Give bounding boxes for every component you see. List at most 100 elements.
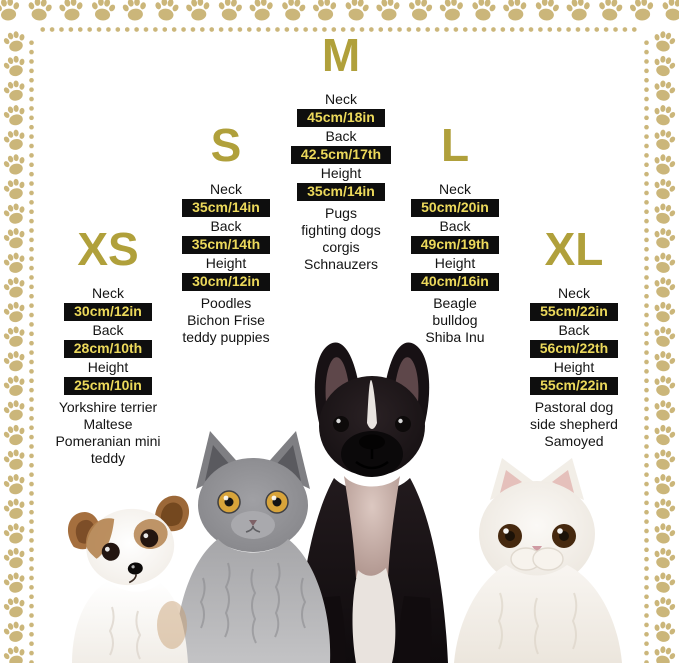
paw-icon bbox=[1, 422, 29, 448]
height-measurement-value: 40cm/16in bbox=[411, 273, 499, 291]
breed-name: Pomeranian mini bbox=[55, 433, 161, 449]
height-measurement-value: 35cm/14in bbox=[297, 183, 385, 201]
paw-icon bbox=[1, 397, 29, 423]
paw-icon bbox=[650, 619, 678, 645]
paw-icon bbox=[650, 201, 678, 227]
neck-measurement-value: 45cm/18in bbox=[297, 109, 385, 127]
paw-icon bbox=[533, 0, 561, 22]
paw-icon bbox=[342, 0, 371, 22]
paw-icon bbox=[650, 348, 678, 374]
breed-name: Shiba Inu bbox=[425, 329, 485, 345]
paw-icon bbox=[650, 127, 678, 153]
size-title: XL bbox=[544, 223, 604, 275]
paw-icon bbox=[650, 151, 678, 177]
dotted-border-left bbox=[29, 38, 34, 663]
paw-icon bbox=[650, 373, 678, 399]
paw-icon bbox=[1, 151, 29, 177]
breed-name: Poodles bbox=[200, 295, 252, 311]
paw-icon bbox=[650, 545, 678, 571]
paw-icon bbox=[627, 0, 656, 22]
paw-icon bbox=[650, 28, 678, 54]
dotted-border-top bbox=[38, 27, 638, 32]
paw-icon bbox=[1, 78, 29, 104]
height-label: Height bbox=[553, 359, 595, 375]
breed-name: Schnauzers bbox=[304, 256, 378, 272]
neck-label: Neck bbox=[92, 285, 124, 301]
paw-icon bbox=[216, 0, 244, 22]
size-column-s: S Neck 35cm/14in Back 35cm/14th Height 3… bbox=[151, 122, 301, 346]
paw-icon bbox=[279, 0, 308, 22]
paw-icon bbox=[374, 0, 403, 22]
paw-icon bbox=[650, 225, 678, 251]
back-label: Back bbox=[558, 322, 590, 338]
paw-icon bbox=[1, 570, 29, 596]
breed-name: Pugs bbox=[325, 205, 357, 221]
paw-icon bbox=[437, 0, 466, 22]
paw-icon bbox=[650, 422, 678, 448]
back-label: Back bbox=[325, 128, 357, 144]
breed-list: Pugs fighting dogs corgis Schnauzers bbox=[301, 205, 380, 273]
paw-icon bbox=[184, 0, 213, 22]
paw-icon bbox=[650, 447, 678, 473]
neck-measurement-value: 30cm/12in bbox=[64, 303, 152, 321]
neck-measurement-value: 35cm/14in bbox=[182, 199, 270, 217]
size-column-m: M Neck 45cm/18in Back 42.5cm/17th Height… bbox=[266, 32, 416, 273]
breed-list: Beagle bulldog Shiba Inu bbox=[425, 295, 484, 346]
paw-icon bbox=[1, 28, 29, 54]
back-label: Back bbox=[210, 218, 242, 234]
height-measurement-value: 25cm/10in bbox=[64, 377, 152, 395]
paw-icon bbox=[1, 471, 29, 497]
neck-measurement-value: 50cm/20in bbox=[411, 199, 499, 217]
breed-list: Poodles Bichon Frise teddy puppies bbox=[182, 295, 269, 346]
paw-icon bbox=[501, 0, 530, 22]
back-measurement-value: 56cm/22th bbox=[529, 340, 619, 358]
chihuahua-photo bbox=[68, 495, 189, 663]
paw-icon bbox=[650, 570, 678, 596]
paw-icon bbox=[152, 0, 181, 22]
size-column-l: L Neck 50cm/20in Back 49cm/19th Height 4… bbox=[380, 122, 530, 346]
paw-icon bbox=[1, 324, 29, 350]
paw-icon bbox=[1, 127, 29, 153]
paw-icon bbox=[650, 397, 678, 423]
back-label: Back bbox=[92, 322, 124, 338]
paw-icon bbox=[1, 102, 29, 128]
paw-icon bbox=[1, 225, 29, 251]
breed-name: bulldog bbox=[432, 312, 478, 328]
breed-list: Pastoral dog side shepherd Samoyed bbox=[530, 399, 618, 450]
white-cat-photo bbox=[454, 458, 622, 663]
back-measurement-value: 42.5cm/17th bbox=[290, 146, 392, 164]
paw-icon bbox=[120, 0, 149, 22]
paw-icon bbox=[469, 0, 498, 22]
paw-icon bbox=[1, 643, 29, 663]
dotted-border-right bbox=[644, 38, 649, 663]
paw-icon bbox=[0, 0, 22, 22]
paw-icon bbox=[1, 496, 29, 522]
paw-icon bbox=[650, 102, 678, 128]
size-column-xl: XL Neck 55cm/22in Back 56cm/22th Height … bbox=[499, 226, 649, 450]
paw-icon bbox=[1, 176, 29, 202]
breed-name: Bichon Frise bbox=[187, 312, 265, 328]
back-label: Back bbox=[439, 218, 471, 234]
size-title: L bbox=[440, 119, 470, 171]
size-title: S bbox=[210, 119, 242, 171]
paw-icon bbox=[1, 348, 29, 374]
breed-name: Pastoral dog bbox=[534, 399, 614, 415]
height-measurement-value: 55cm/22in bbox=[530, 377, 618, 395]
paw-icon bbox=[1, 619, 29, 645]
paw-icon bbox=[1, 274, 29, 300]
paw-icon bbox=[25, 0, 54, 22]
breed-name: Maltese bbox=[83, 416, 133, 432]
paw-icon bbox=[1, 520, 29, 546]
size-column-xs: XS Neck 30cm/12in Back 28cm/10th Height … bbox=[33, 226, 183, 467]
paw-icon bbox=[57, 0, 86, 22]
breed-name: Samoyed bbox=[544, 433, 604, 449]
paw-icon bbox=[247, 0, 276, 22]
breed-name: side shepherd bbox=[530, 416, 618, 432]
paw-icon bbox=[650, 496, 678, 522]
paw-icon bbox=[1, 250, 29, 276]
paw-icon bbox=[650, 250, 678, 276]
breed-name: fighting dogs bbox=[301, 222, 381, 238]
height-label: Height bbox=[320, 165, 362, 181]
back-measurement-value: 49cm/19th bbox=[410, 236, 500, 254]
